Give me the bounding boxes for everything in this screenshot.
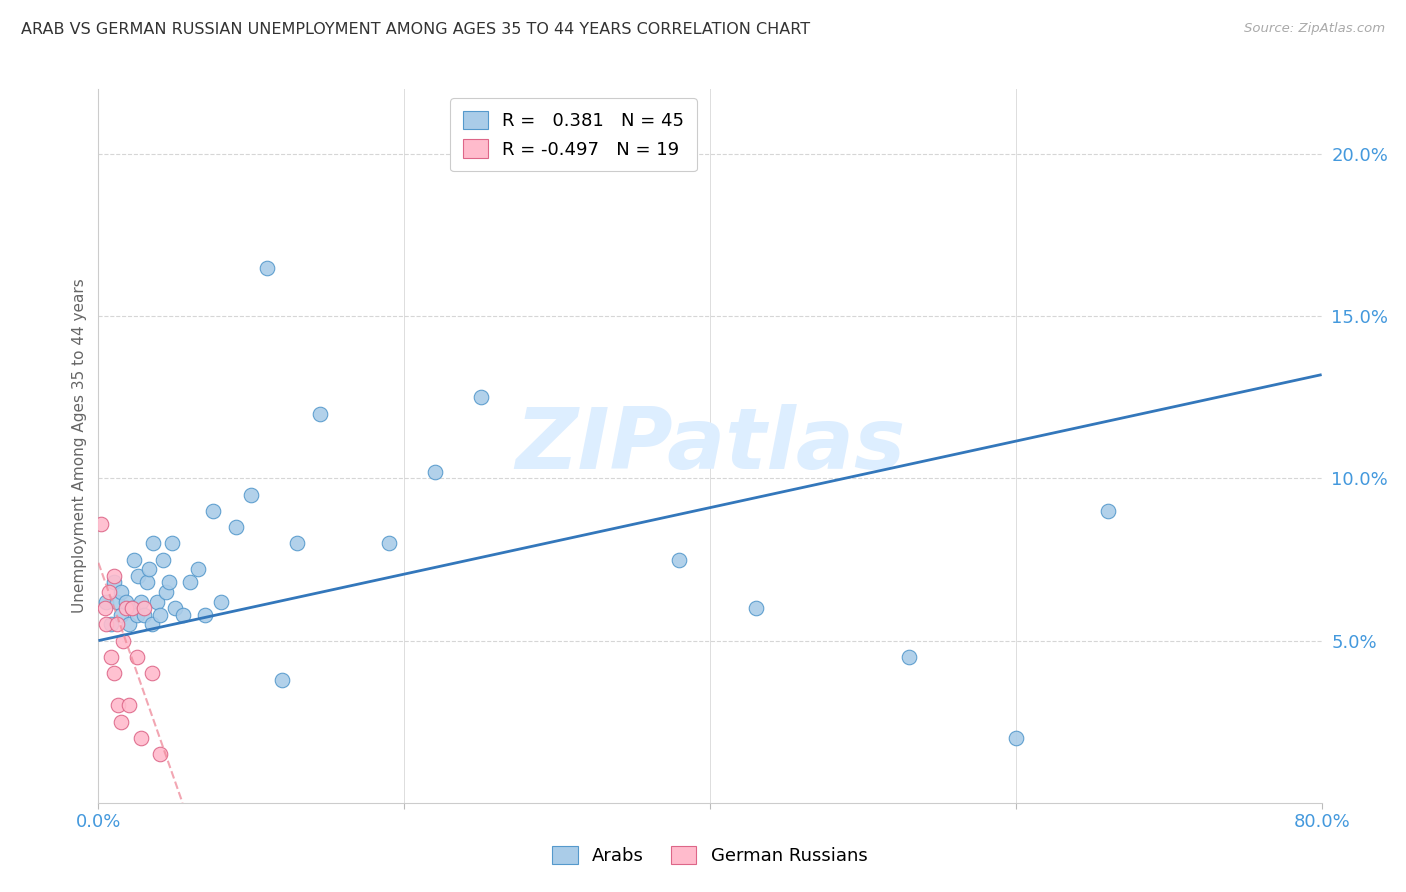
- Point: [134, 607, 156, 622]
- Point: [240, 488, 263, 502]
- Point: [125, 607, 148, 622]
- Point: [98, 585, 121, 599]
- Point: [103, 568, 125, 582]
- Point: [378, 536, 401, 550]
- Point: [141, 666, 163, 681]
- Point: [160, 536, 183, 550]
- Point: [209, 595, 232, 609]
- Point: [121, 601, 143, 615]
- Point: [136, 575, 159, 590]
- Point: [110, 585, 132, 599]
- Point: [668, 552, 690, 566]
- Y-axis label: Unemployment Among Ages 35 to 44 years: Unemployment Among Ages 35 to 44 years: [72, 278, 87, 614]
- Point: [115, 595, 138, 609]
- Point: [152, 552, 174, 566]
- Point: [1004, 731, 1026, 745]
- Point: [90, 516, 112, 531]
- Point: [121, 601, 143, 615]
- Text: ZIPatlas: ZIPatlas: [515, 404, 905, 488]
- Point: [129, 731, 152, 745]
- Point: [134, 601, 156, 615]
- Point: [100, 649, 122, 664]
- Point: [157, 575, 180, 590]
- Point: [105, 617, 128, 632]
- Point: [103, 666, 125, 681]
- Text: Source: ZipAtlas.com: Source: ZipAtlas.com: [1244, 22, 1385, 36]
- Point: [179, 575, 201, 590]
- Point: [187, 562, 209, 576]
- Point: [138, 562, 160, 576]
- Point: [163, 601, 186, 615]
- Point: [118, 617, 141, 632]
- Point: [105, 595, 128, 609]
- Point: [1097, 504, 1119, 518]
- Point: [155, 585, 177, 599]
- Point: [270, 673, 292, 687]
- Point: [100, 617, 122, 632]
- Point: [115, 601, 138, 615]
- Point: [94, 617, 117, 632]
- Point: [145, 595, 167, 609]
- Point: [122, 552, 145, 566]
- Point: [141, 617, 163, 632]
- Point: [129, 595, 152, 609]
- Point: [110, 714, 132, 729]
- Point: [194, 607, 217, 622]
- Point: [111, 633, 134, 648]
- Point: [225, 520, 247, 534]
- Point: [745, 601, 768, 615]
- Point: [149, 747, 172, 761]
- Point: [93, 601, 115, 615]
- Point: [256, 260, 278, 275]
- Point: [94, 595, 117, 609]
- Point: [470, 390, 492, 404]
- Point: [127, 568, 149, 582]
- Point: [142, 536, 165, 550]
- Point: [285, 536, 308, 550]
- Point: [149, 607, 172, 622]
- Point: [172, 607, 194, 622]
- Point: [309, 407, 332, 421]
- Point: [423, 465, 446, 479]
- Point: [202, 504, 225, 518]
- Point: [110, 607, 132, 622]
- Point: [107, 698, 129, 713]
- Point: [897, 649, 920, 664]
- Point: [118, 698, 141, 713]
- Legend: Arabs, German Russians: Arabs, German Russians: [546, 838, 875, 872]
- Point: [125, 649, 148, 664]
- Text: ARAB VS GERMAN RUSSIAN UNEMPLOYMENT AMONG AGES 35 TO 44 YEARS CORRELATION CHART: ARAB VS GERMAN RUSSIAN UNEMPLOYMENT AMON…: [21, 22, 810, 37]
- Point: [103, 575, 125, 590]
